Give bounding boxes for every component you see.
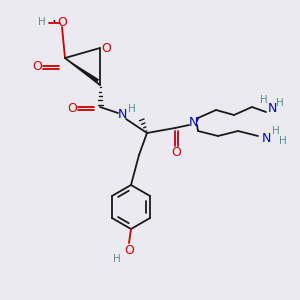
- Text: O: O: [57, 16, 67, 28]
- Text: N: N: [188, 116, 198, 130]
- Text: H: H: [276, 98, 284, 108]
- Text: H: H: [113, 254, 121, 264]
- Text: H: H: [279, 136, 287, 146]
- Text: ·: ·: [52, 14, 56, 29]
- Text: O: O: [124, 244, 134, 257]
- Text: N: N: [117, 109, 127, 122]
- Text: N: N: [261, 131, 271, 145]
- Text: O: O: [32, 61, 42, 74]
- Text: H: H: [38, 17, 46, 27]
- Text: O: O: [67, 101, 77, 115]
- Polygon shape: [65, 58, 99, 82]
- Text: O: O: [171, 146, 181, 158]
- Text: N: N: [267, 101, 277, 115]
- Text: H: H: [272, 126, 280, 136]
- Text: H: H: [260, 95, 268, 105]
- Text: H: H: [128, 104, 136, 114]
- Text: O: O: [101, 41, 111, 55]
